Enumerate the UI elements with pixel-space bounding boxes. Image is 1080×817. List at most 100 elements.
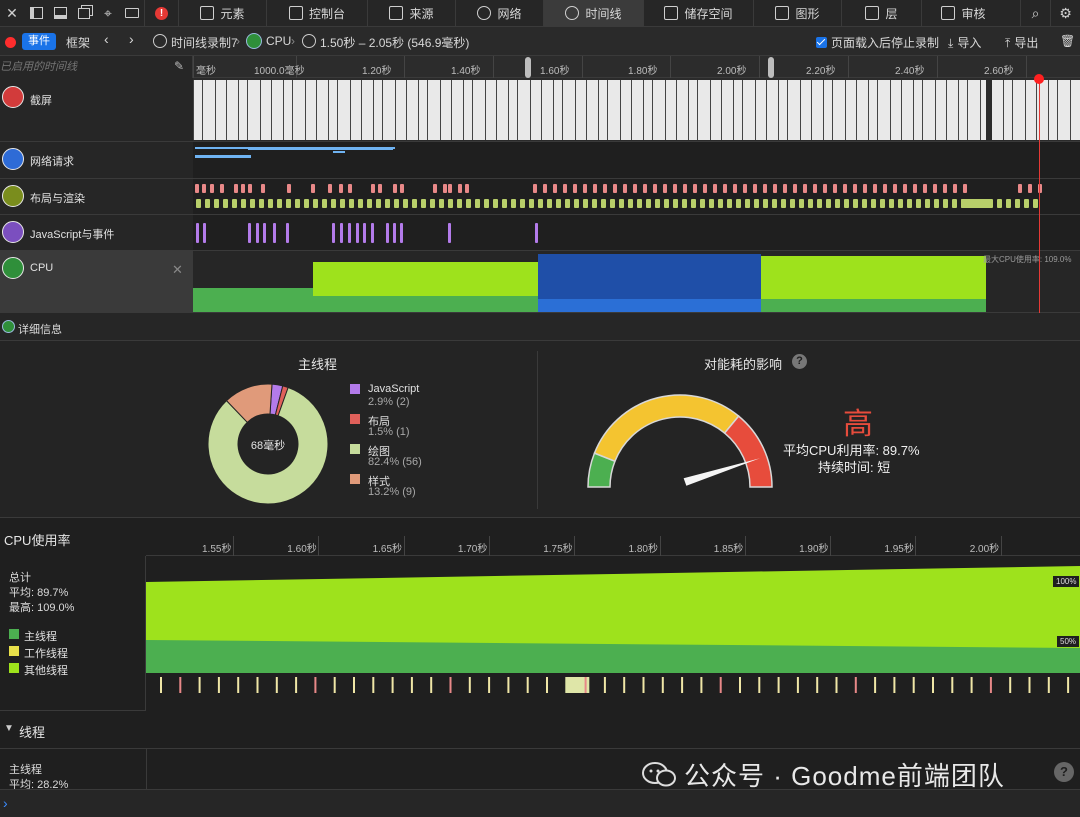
paint-mark[interactable] [529,199,534,208]
breadcrumb-range[interactable]: 1.50秒 – 2.05秒 (546.9毫秒) [320,36,470,50]
paint-mark[interactable] [394,199,399,208]
screenshot-frame[interactable] [260,80,261,140]
paint-mark[interactable] [538,199,543,208]
screenshot-frame[interactable] [832,80,833,140]
network-track[interactable] [193,142,1080,179]
paint-mark[interactable] [763,199,768,208]
track-label-2[interactable]: 布局与渲染 [0,179,193,215]
paint-mark[interactable] [223,199,228,208]
layout-mark[interactable] [433,184,437,193]
screenshot-frame[interactable] [193,80,194,140]
export-button[interactable]: ⤒ 导出 [1005,34,1038,51]
screenshot-frame[interactable] [890,80,891,140]
screenshot-frame[interactable] [721,80,722,140]
js-mark[interactable] [386,223,389,243]
layout-mark[interactable] [953,184,957,193]
track-label-1[interactable]: 网络请求 [0,142,193,179]
screenshot-frame[interactable] [575,80,576,140]
layout-mark[interactable] [883,184,887,193]
paint-mark[interactable] [439,199,444,208]
paint-mark[interactable] [916,199,921,208]
layout-mark[interactable] [328,184,332,193]
checkbox-checked-icon[interactable] [816,37,827,48]
layout-mark[interactable] [853,184,857,193]
layout-mark[interactable] [593,184,597,193]
paint-mark[interactable] [448,199,453,208]
paint-mark[interactable] [493,199,498,208]
device-icon[interactable] [120,0,144,27]
layout-mark[interactable] [220,184,224,193]
paint-mark[interactable] [952,199,957,208]
paint-mark[interactable] [511,199,516,208]
help-icon[interactable]: ? [792,354,807,369]
screenshot-frame[interactable] [1070,80,1071,140]
track-label-0[interactable]: 截屏 [0,78,193,142]
js-mark[interactable] [263,223,266,243]
screenshot-frame[interactable] [742,80,743,140]
layout-mark[interactable] [371,184,375,193]
layout-mark[interactable] [1038,184,1042,193]
screenshot-frame[interactable] [373,80,374,140]
screenshot-frame[interactable] [643,80,644,140]
js-mark[interactable] [356,223,359,243]
paint-mark[interactable] [655,199,660,208]
layout-mark[interactable] [723,184,727,193]
screenshot-frame[interactable] [517,80,518,140]
search-icon[interactable]: ⌕ [1020,0,1050,27]
tab-audit[interactable]: 审核 [921,0,1005,27]
screenshot-frame[interactable] [688,80,689,140]
layout-mark[interactable] [793,184,797,193]
layout-mark[interactable] [573,184,577,193]
screenshot-frame[interactable] [598,80,599,140]
screenshot-frame[interactable] [427,80,428,140]
screenshot-frame[interactable] [1025,80,1026,140]
screenshot-frame[interactable] [562,80,563,140]
paint-mark[interactable] [322,199,327,208]
crosshair-icon[interactable]: ⌖ [104,4,112,21]
paint-mark[interactable] [799,199,804,208]
js-mark[interactable] [196,223,199,243]
screenshot-frame[interactable] [316,80,317,140]
layout-mark[interactable] [563,184,567,193]
paint-mark[interactable] [1024,199,1029,208]
screenshot-frame[interactable] [607,80,608,140]
paint-mark[interactable] [214,199,219,208]
paint-mark[interactable] [601,199,606,208]
layout-mark[interactable] [195,184,199,193]
screenshot-frame[interactable] [631,80,632,140]
paint-mark[interactable] [709,199,714,208]
screenshot-frame[interactable] [652,80,653,140]
layout-mark[interactable] [963,184,967,193]
layout-mark[interactable] [623,184,627,193]
screenshot-frame[interactable] [305,80,306,140]
screenshot-frame[interactable] [823,80,824,140]
layout-mark[interactable] [543,184,547,193]
paint-mark[interactable] [1033,199,1038,208]
screenshot-frame[interactable] [1036,80,1037,140]
layout-mark[interactable] [339,184,343,193]
paint-mark[interactable] [304,199,309,208]
screenshot-frame[interactable] [845,80,846,140]
layout-mark[interactable] [443,184,447,193]
layout-mark[interactable] [913,184,917,193]
screenshot-frame[interactable] [553,80,554,140]
paint-mark[interactable] [844,199,849,208]
paint-mark[interactable] [997,199,1002,208]
layout-mark[interactable] [803,184,807,193]
tab-graphics[interactable]: 图形 [753,0,841,27]
javascript-track[interactable] [193,215,1080,251]
screenshot-frame[interactable] [733,80,734,140]
tab-sources[interactable]: 来源 [367,0,455,27]
error-icon[interactable]: ! [144,0,178,27]
screenshot-frame[interactable] [496,80,497,140]
layout-mark[interactable] [583,184,587,193]
tab-timeline[interactable]: 时间线 [543,0,643,27]
layout-mark[interactable] [713,184,717,193]
paint-mark[interactable] [502,199,507,208]
paint-mark[interactable] [385,199,390,208]
layout-mark[interactable] [673,184,677,193]
paint-mark[interactable] [853,199,858,208]
js-mark[interactable] [273,223,276,243]
paint-mark[interactable] [745,199,750,208]
screenshot-frame[interactable] [1012,80,1013,140]
